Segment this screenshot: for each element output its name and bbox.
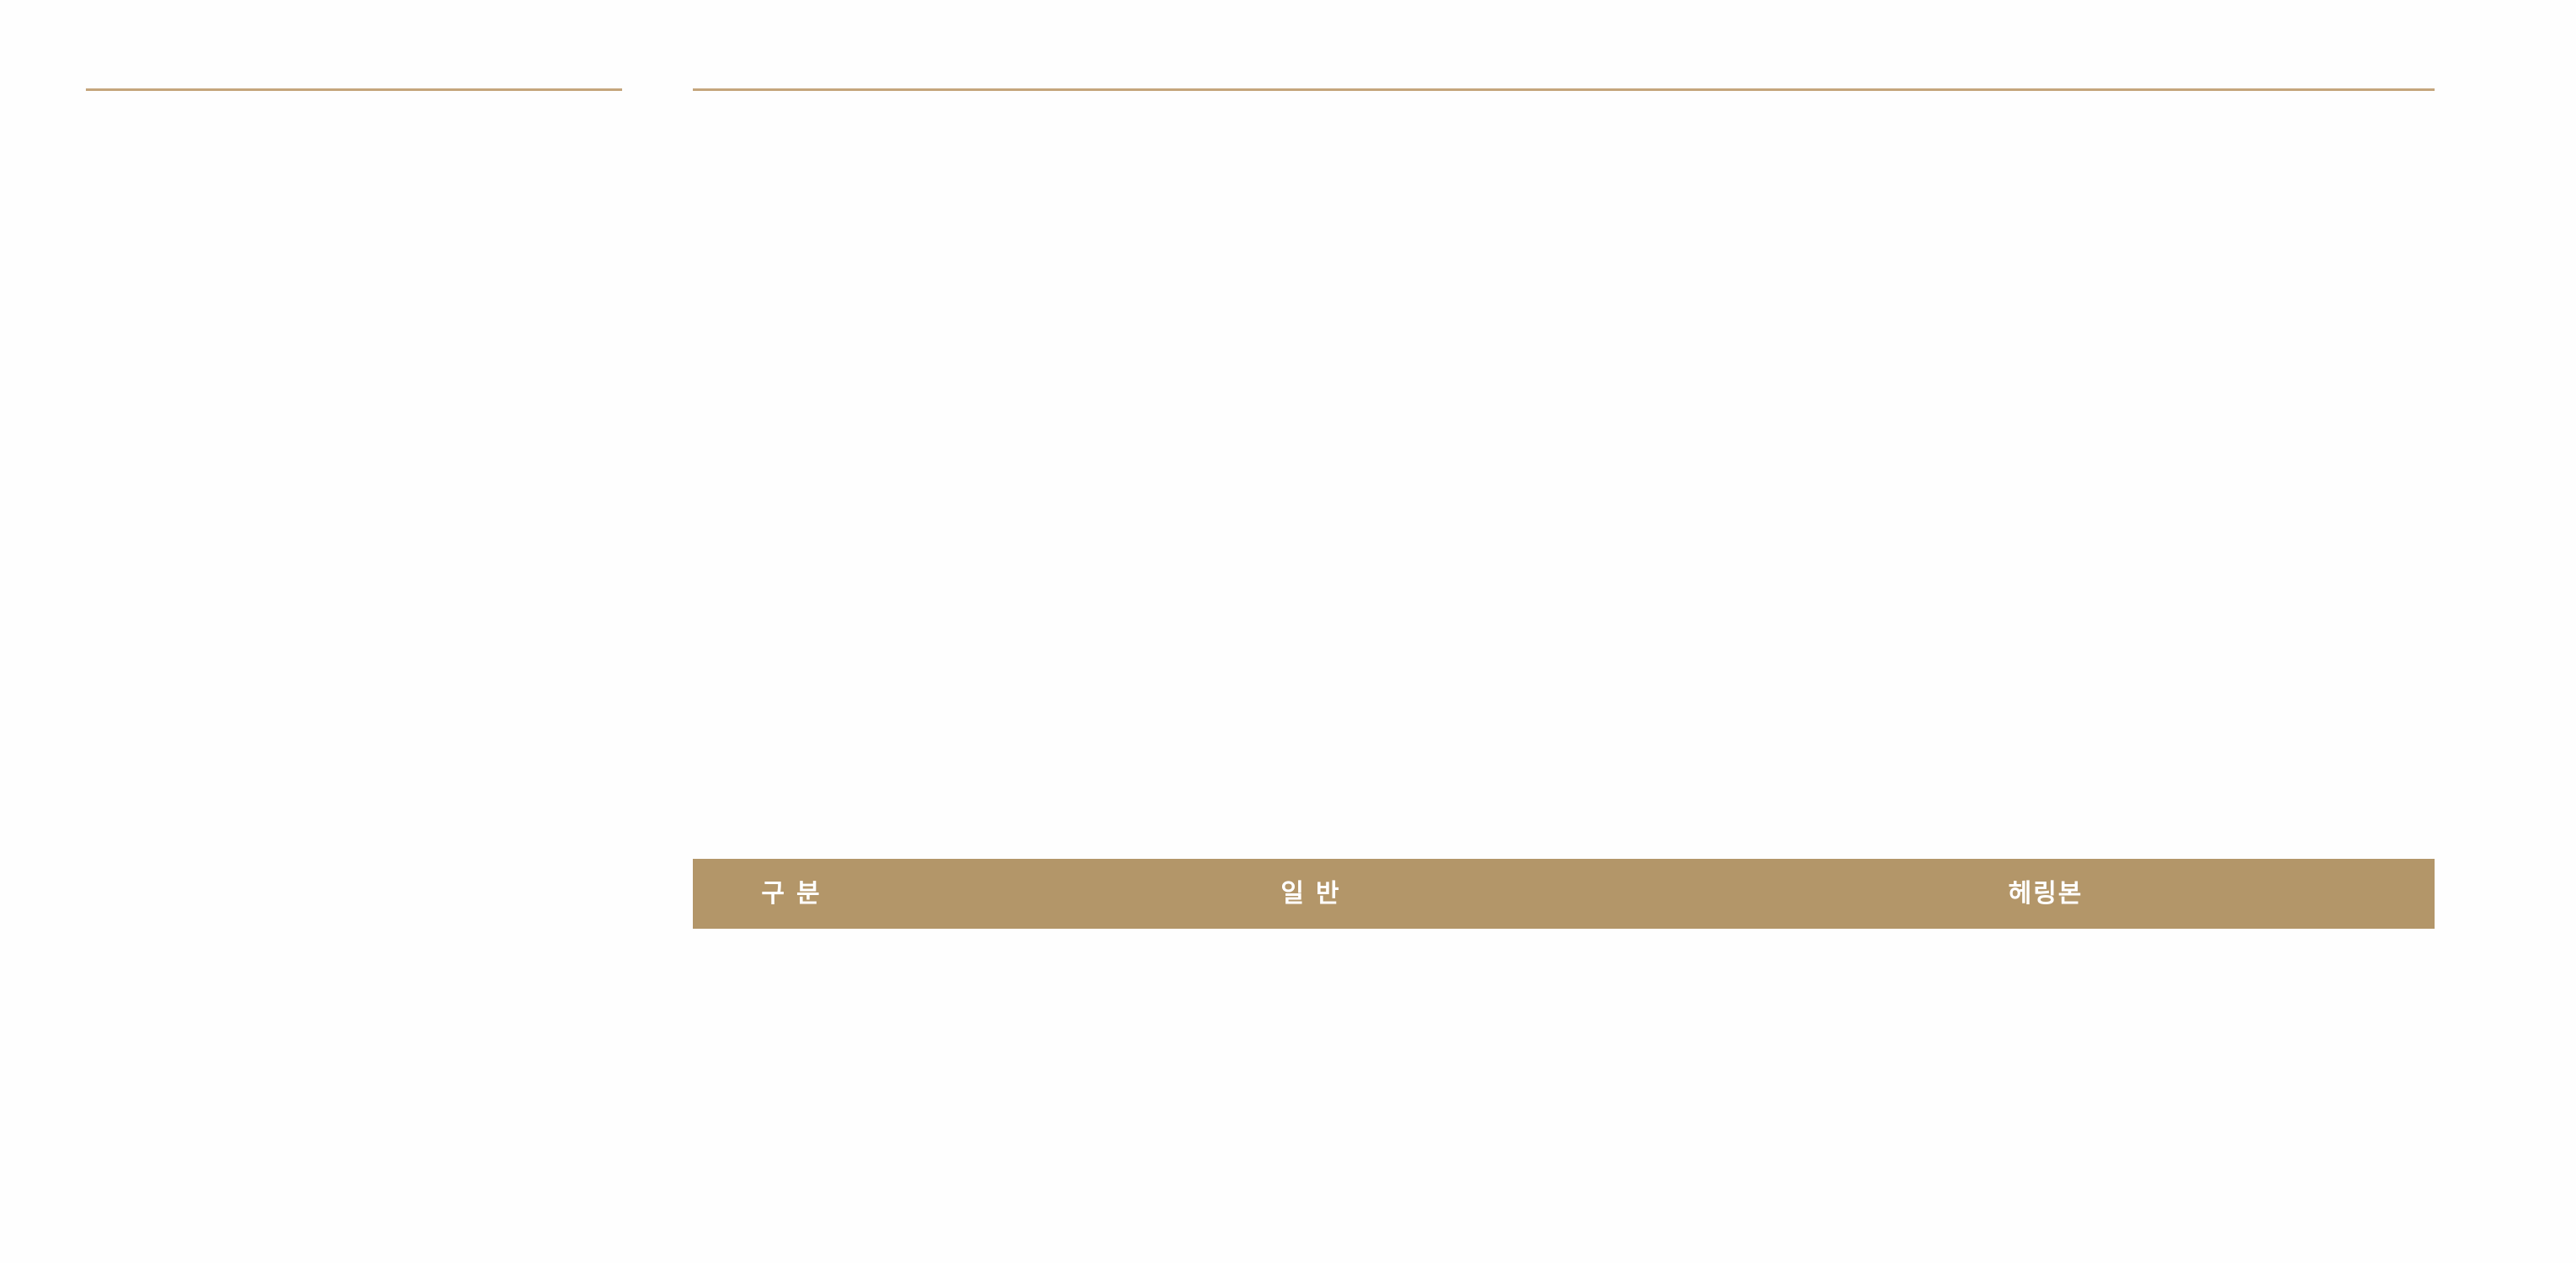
content-divider (693, 88, 2435, 91)
column-header-standard: 일반 (1280, 879, 1351, 909)
column-header-herringbone: 헤링본 (2008, 879, 2084, 909)
column-header-category: 구분 (761, 879, 832, 909)
table-header-row: 구분 일반 헤링본 (693, 859, 2435, 929)
sidebar-divider (86, 88, 622, 91)
